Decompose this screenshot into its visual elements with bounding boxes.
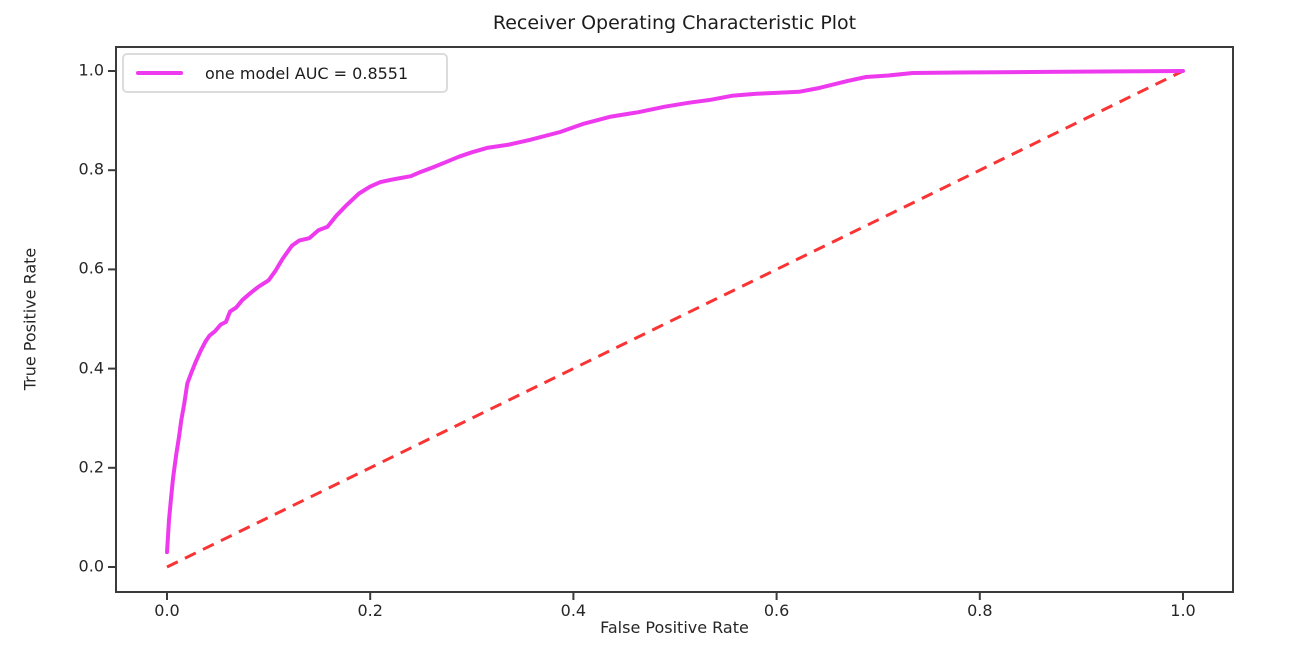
y-tick-label: 1.0: [78, 60, 104, 80]
roc-curve-line: [165, 69, 1185, 555]
axis-tick-marks: [108, 70, 1184, 600]
x-tick-label: 0.6: [763, 601, 790, 620]
y-tick-label: 0.2: [78, 457, 104, 477]
legend-box: one model AUC = 0.8551: [122, 53, 448, 93]
y-tick-label: 0.8: [78, 159, 104, 179]
x-axis-label: False Positive Rate: [600, 618, 749, 637]
chance-diagonal-line: [166, 69, 1184, 569]
x-tick-label: 0.0: [154, 601, 180, 620]
legend-line-sample: [136, 71, 183, 75]
x-tick-label: 0.4: [560, 601, 587, 620]
x-tick-label: 0.8: [967, 601, 993, 620]
x-tick-label: 1.0: [1170, 601, 1196, 620]
legend-label: one model AUC = 0.8551: [205, 63, 409, 83]
chart-title: Receiver Operating Characteristic Plot: [492, 12, 857, 34]
plot-border: [115, 46, 1234, 593]
y-tick-label: 0.0: [78, 556, 104, 576]
y-tick-label: 0.4: [78, 358, 104, 378]
y-tick-label: 0.6: [78, 258, 104, 278]
x-tick-label: 0.2: [357, 601, 383, 620]
